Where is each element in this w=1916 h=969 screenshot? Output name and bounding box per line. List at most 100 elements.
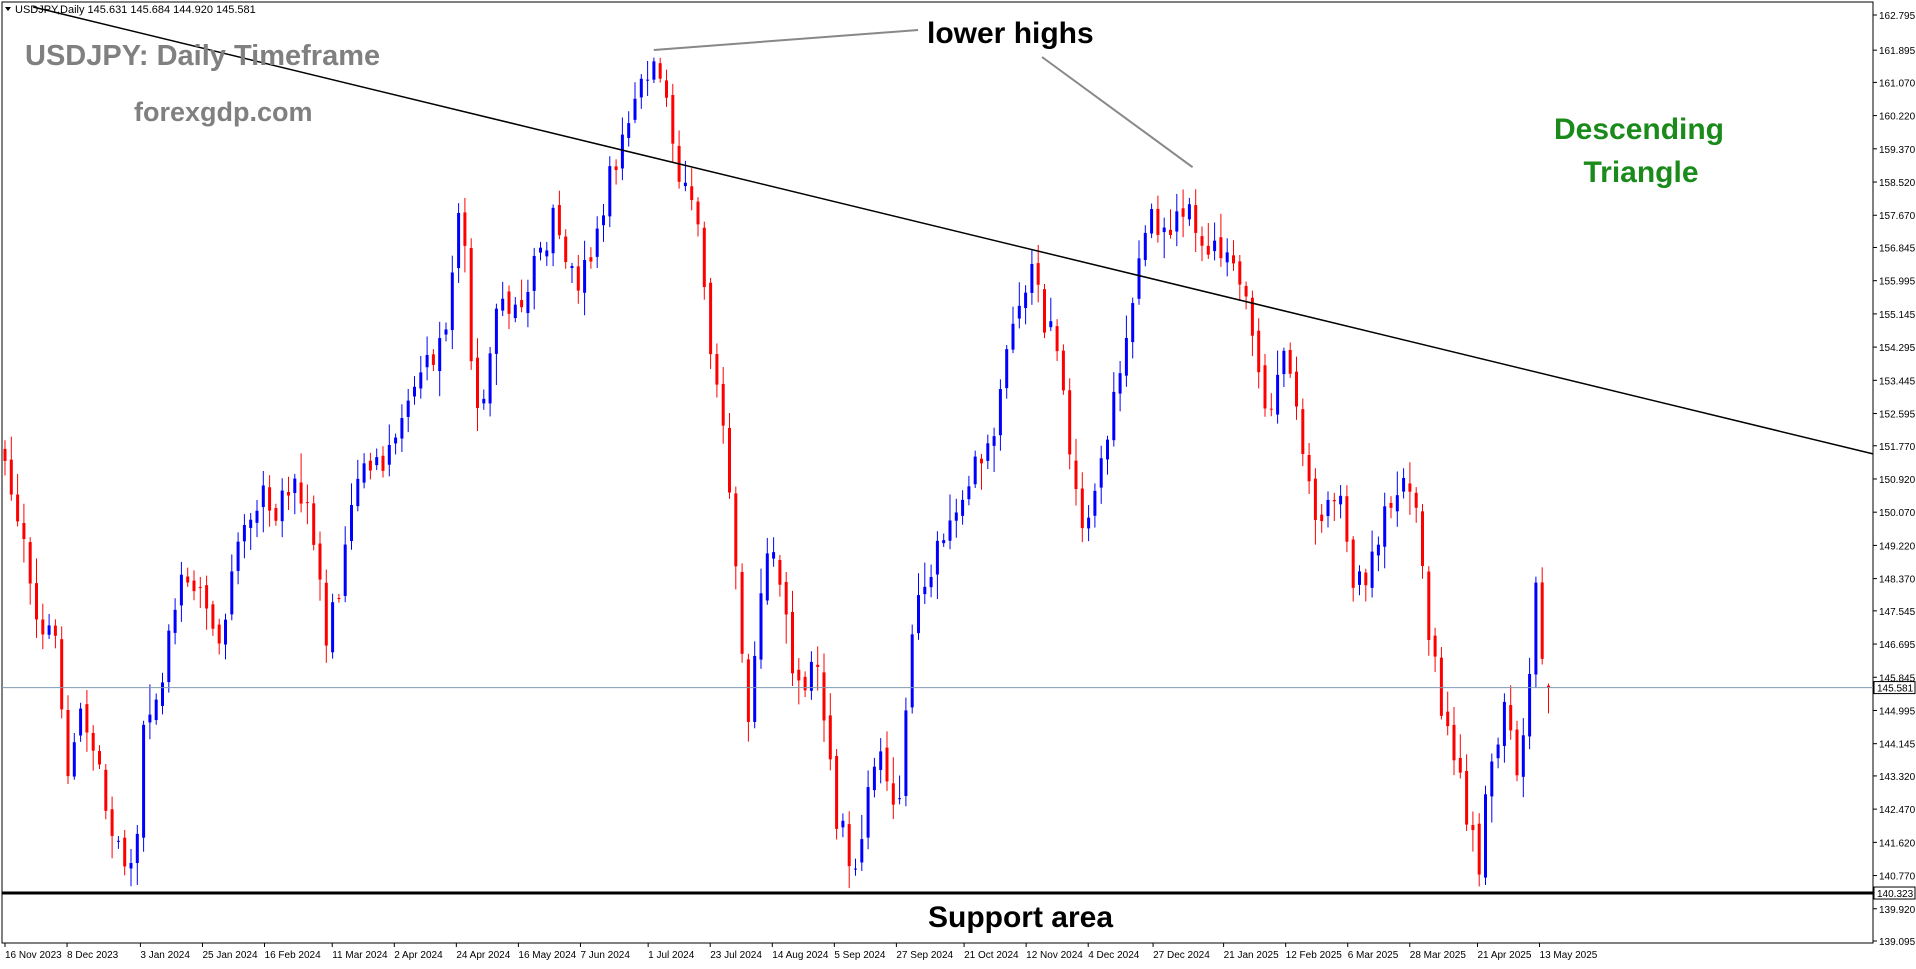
candle-bear xyxy=(507,285,511,330)
y-tick-label: 156.845 xyxy=(1879,243,1916,254)
candle-bull xyxy=(1087,505,1091,542)
candle-bear xyxy=(885,731,889,791)
candle-bear xyxy=(1471,811,1475,852)
candles xyxy=(3,57,1550,889)
time-axis: 16 Nov 2023 8 Dec 2023 3 Jan 2024 25 Jan 20… xyxy=(4,943,1598,961)
candle-bull xyxy=(375,448,379,471)
candle-bear xyxy=(1074,438,1078,506)
candle-bear xyxy=(368,452,372,480)
candle-bull xyxy=(923,562,927,605)
candle-bull xyxy=(129,849,133,887)
candle-bear xyxy=(803,671,807,698)
candle-bull xyxy=(1276,350,1280,424)
candle-bear xyxy=(1465,754,1469,832)
candle-bear xyxy=(9,436,13,501)
candle-bull xyxy=(1484,785,1487,886)
candle-bear xyxy=(1446,691,1450,736)
x-tick-label: 27 Sep 2024 xyxy=(896,950,953,961)
candle-bear xyxy=(665,69,668,107)
candle-bull xyxy=(1143,225,1147,267)
descending-trendline[interactable] xyxy=(33,6,1874,455)
candle-bull xyxy=(1383,492,1387,569)
candle-bull xyxy=(1534,576,1538,688)
candle-bull xyxy=(583,240,587,316)
x-tick-label: 2 Apr 2024 xyxy=(394,950,443,961)
candle-bull xyxy=(1093,483,1097,528)
candle-bull xyxy=(1049,297,1053,332)
current-price-label: 145.581 xyxy=(1877,684,1914,695)
y-tick-label: 146.695 xyxy=(1879,640,1916,651)
candle-bull xyxy=(1106,435,1109,475)
x-tick-label: 6 Mar 2025 xyxy=(1348,950,1399,961)
y-tick-label: 147.545 xyxy=(1879,607,1916,618)
x-tick-label: 14 Aug 2024 xyxy=(772,950,829,961)
y-tick-label: 152.595 xyxy=(1879,410,1916,421)
candle-bull xyxy=(261,470,265,533)
candle-bear xyxy=(828,693,832,771)
candle-bear xyxy=(1156,195,1160,243)
candle-bear xyxy=(1452,706,1456,776)
candle-bear xyxy=(1515,720,1519,782)
candle-bear xyxy=(53,619,57,649)
candle-bull xyxy=(532,247,536,310)
candle-bear xyxy=(1200,226,1204,262)
candle-bull xyxy=(350,483,353,550)
candle-bull xyxy=(457,203,461,283)
candle-bull xyxy=(255,500,259,538)
site-label: forexgdp.com xyxy=(134,97,313,127)
y-tick-label: 143.320 xyxy=(1879,772,1916,783)
candle-bear xyxy=(1055,319,1059,361)
candle-bull xyxy=(482,389,486,410)
candle-bear xyxy=(1408,462,1412,515)
candle-bull xyxy=(639,74,643,109)
candle-bull xyxy=(1118,361,1122,412)
candle-bear xyxy=(740,563,744,663)
plot-border xyxy=(1,1,1874,944)
candle-bull xyxy=(998,379,1002,451)
candle-bull xyxy=(1150,203,1154,239)
candle-bull xyxy=(230,554,234,621)
candle-bear xyxy=(564,229,568,269)
candle-bear xyxy=(469,238,473,370)
candle-bear xyxy=(557,190,561,240)
candle-bull xyxy=(400,404,404,453)
candle-bear xyxy=(1540,567,1544,665)
candle-bull xyxy=(929,564,933,598)
x-tick-label: 21 Oct 2024 xyxy=(964,950,1019,961)
candle-bull xyxy=(872,757,876,798)
candle-bear xyxy=(797,658,801,705)
chart-menu-icon[interactable] xyxy=(5,7,11,11)
candle-bear xyxy=(91,725,95,771)
y-tick-label: 158.520 xyxy=(1879,178,1916,189)
candle-bull xyxy=(809,651,813,700)
candle-bull xyxy=(545,241,549,266)
x-tick-label: 21 Jan 2025 xyxy=(1224,950,1279,961)
candle-bear xyxy=(1547,683,1550,714)
candle-bear xyxy=(1068,378,1072,470)
candle-bear xyxy=(324,569,328,663)
candle-bull xyxy=(236,532,240,585)
candle-bear xyxy=(205,575,209,630)
candle-bear xyxy=(60,626,64,719)
candle-bull xyxy=(413,376,416,405)
candle-bull xyxy=(142,720,146,852)
candle-bull xyxy=(425,336,429,381)
y-tick-label: 161.070 xyxy=(1879,78,1916,89)
candle-bear xyxy=(198,576,202,608)
x-tick-label: 21 Apr 2025 xyxy=(1477,950,1531,961)
lower-high-pointer-1 xyxy=(653,29,919,51)
price-axis: 162.795 161.895 161.070 160.220 159.370 158.5… xyxy=(1873,11,1916,948)
candle-bear xyxy=(784,571,788,644)
candle-bear xyxy=(1194,189,1198,253)
symbol-info: USDJPY,Daily 145.631 145.684 144.920 145… xyxy=(15,4,256,16)
candle-bear xyxy=(1169,209,1172,239)
candle-bull xyxy=(1370,530,1374,598)
y-tick-label: 153.445 xyxy=(1879,376,1916,387)
candle-bear xyxy=(709,277,713,370)
support-price-label-bg xyxy=(1873,886,1916,900)
candle-bear xyxy=(104,763,108,820)
candle-bull xyxy=(242,514,246,559)
candle-bull xyxy=(595,216,599,268)
candle-bull xyxy=(1137,240,1141,305)
